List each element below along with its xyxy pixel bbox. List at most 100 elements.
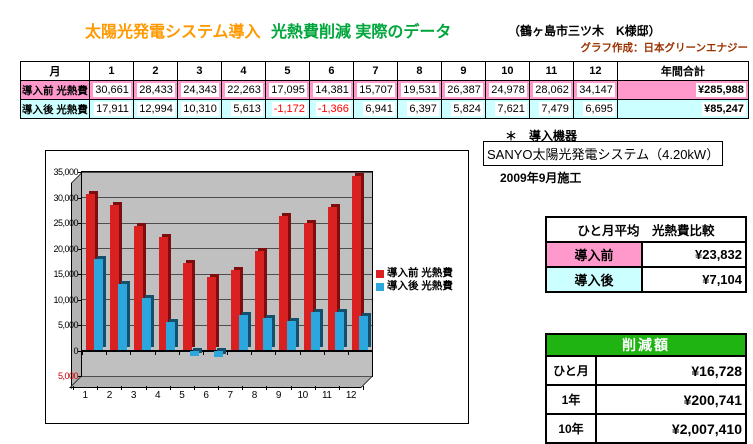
- month-value: 14,381: [313, 83, 351, 97]
- x-axis-label: 5: [179, 390, 185, 401]
- month-value-cell: 12,994: [132, 99, 178, 119]
- x-axis-label: 6: [203, 390, 209, 401]
- x-axis-label: 12: [345, 390, 357, 401]
- monthly-table-row: 導入前 光熱費 30,661 28,433 24,343 22,263 17,095 14,…: [20, 80, 749, 100]
- monthly-average-body: 導入前 ¥23,832 導入後 ¥7,104: [545, 241, 747, 293]
- month-header-4: 4: [220, 61, 266, 81]
- month-value-cell: 30,661: [88, 80, 134, 100]
- month-value-cell: -1,172: [264, 99, 310, 119]
- legend-swatch-icon: [376, 282, 384, 291]
- month-value: 15,707: [357, 83, 395, 97]
- month-value: 28,433: [137, 83, 175, 97]
- x-axis-tick: [227, 351, 228, 355]
- x-axis-tick: [299, 351, 301, 355]
- month-value-cell: 6,397: [396, 99, 442, 119]
- month-value-cell: 17,095: [264, 80, 310, 100]
- average-row-value: ¥23,832: [641, 241, 747, 268]
- bar-before-month-12: [351, 176, 361, 351]
- annual-total-value: ¥285,988: [696, 83, 746, 97]
- bar-before-month-11: [327, 207, 337, 351]
- month-value: 30,661: [93, 83, 131, 97]
- x-axis-front-tick: [73, 386, 74, 390]
- equipment-note-label: ＊ 導入機器: [505, 129, 578, 143]
- month-value: 17,911: [94, 102, 131, 116]
- equipment-system-box: SANYO太陽光発電システム（4.20kW）: [483, 141, 724, 166]
- month-value: 10,310: [181, 102, 219, 116]
- x-axis-front-tick: [242, 386, 244, 390]
- page-title: 太陽光発電システム導入 光熱費削減 実際のデータ: [85, 18, 451, 42]
- x-axis-label: 7: [227, 390, 234, 401]
- legend-swatch-icon: [376, 269, 384, 278]
- bar-before-month-3: [134, 226, 144, 351]
- savings-table-title: 削減額: [545, 333, 747, 357]
- x-axis-label: 4: [155, 390, 161, 401]
- bar-before-month-5: [182, 263, 192, 351]
- gridline: [82, 299, 372, 300]
- savings-table: 削減額 ひと月 ¥16,728 1年 ¥200,741 10年 ¥2,007,410: [545, 333, 747, 444]
- chart-3d-floor: [69, 376, 373, 388]
- month-value: 5,824: [451, 102, 483, 116]
- month-value-cell: 17,911: [88, 99, 134, 119]
- gridline: [82, 197, 372, 198]
- legend-label: 導入前 光熱費: [387, 267, 453, 279]
- y-axis-tick: [78, 197, 82, 199]
- x-axis-front-tick: [169, 386, 171, 390]
- month-value: 7,621: [495, 102, 527, 116]
- y-axis-label: 35,000: [53, 167, 78, 177]
- y-axis-tick: [78, 172, 82, 173]
- gridline: [82, 171, 372, 173]
- bar-after-month-9: [286, 320, 296, 351]
- bar-after-month-11: [335, 312, 345, 351]
- month-header-1: 1: [88, 61, 134, 81]
- month-value-cell: 15,707: [352, 80, 398, 100]
- bar-after-month-1: [93, 259, 103, 351]
- gridline: [82, 375, 372, 377]
- gridline: [82, 349, 372, 352]
- savings-row-value: ¥2,007,410: [595, 413, 747, 444]
- month-value-cell: 34,147: [572, 80, 618, 100]
- month-value: 6,941: [363, 102, 395, 116]
- month-value-cell: 7,479: [528, 99, 574, 119]
- y-axis-tick: [78, 325, 82, 326]
- bar-after-month-10: [311, 311, 320, 351]
- page-title-system: 太陽光発電システム導入: [85, 24, 261, 41]
- y-axis-tick: [78, 274, 82, 275]
- x-axis-label: 2: [106, 390, 113, 401]
- bar-before-month-9: [279, 215, 289, 351]
- y-axis-label: 15,000: [53, 269, 78, 279]
- annual-total-value: ¥85,247: [702, 102, 746, 116]
- month-value-cell: 24,343: [176, 80, 222, 100]
- x-axis-front-tick: [121, 386, 123, 390]
- x-axis-front-tick: [193, 386, 195, 390]
- x-axis-tick: [106, 351, 108, 355]
- cost-comparison-chart: 5,000 0 5,000 10,000 15,000 20,000 25,000 30,00…: [45, 150, 469, 424]
- bar-after-month-4: [166, 321, 175, 351]
- customer-location: （鶴ヶ島市三ツ木 K様邸）: [508, 24, 661, 38]
- row-label: 導入後 光熱費: [20, 99, 90, 119]
- month-value: 7,479: [539, 102, 571, 116]
- month-value-cell: 26,387: [440, 80, 486, 100]
- month-value: 17,095: [269, 83, 307, 97]
- chart-plot: 5,000 0 5,000 10,000 15,000 20,000 25,000 30,00…: [53, 167, 373, 401]
- month-header-5: 5: [264, 61, 310, 81]
- savings-row-label: 10年: [545, 413, 597, 444]
- month-value-cell: 6,695: [572, 99, 618, 119]
- month-value-cell: 24,978: [484, 80, 530, 100]
- x-axis-front-tick: [338, 386, 340, 390]
- y-axis-label: 10,000: [53, 294, 78, 305]
- month-value-cell: 6,941: [352, 99, 398, 119]
- month-header-10: 10: [484, 61, 530, 81]
- month-value-cell: 7,621: [484, 99, 530, 119]
- monthly-average-title: ひと月平均 光熱費比較: [545, 216, 747, 243]
- x-axis-tick: [347, 351, 349, 355]
- month-value: 24,343: [181, 83, 219, 97]
- bar-after-month-7: [238, 315, 248, 351]
- y-axis-tick: [78, 248, 82, 250]
- x-axis-front-tick: [314, 386, 316, 390]
- month-header-cell: 月: [20, 61, 90, 81]
- month-value: -1,366: [315, 102, 351, 116]
- graph-credit: グラフ作成：日本グリーンエナジー: [580, 42, 748, 54]
- legend-item: 導入後 光熱費: [376, 280, 453, 293]
- x-axis-label: 3: [130, 390, 137, 401]
